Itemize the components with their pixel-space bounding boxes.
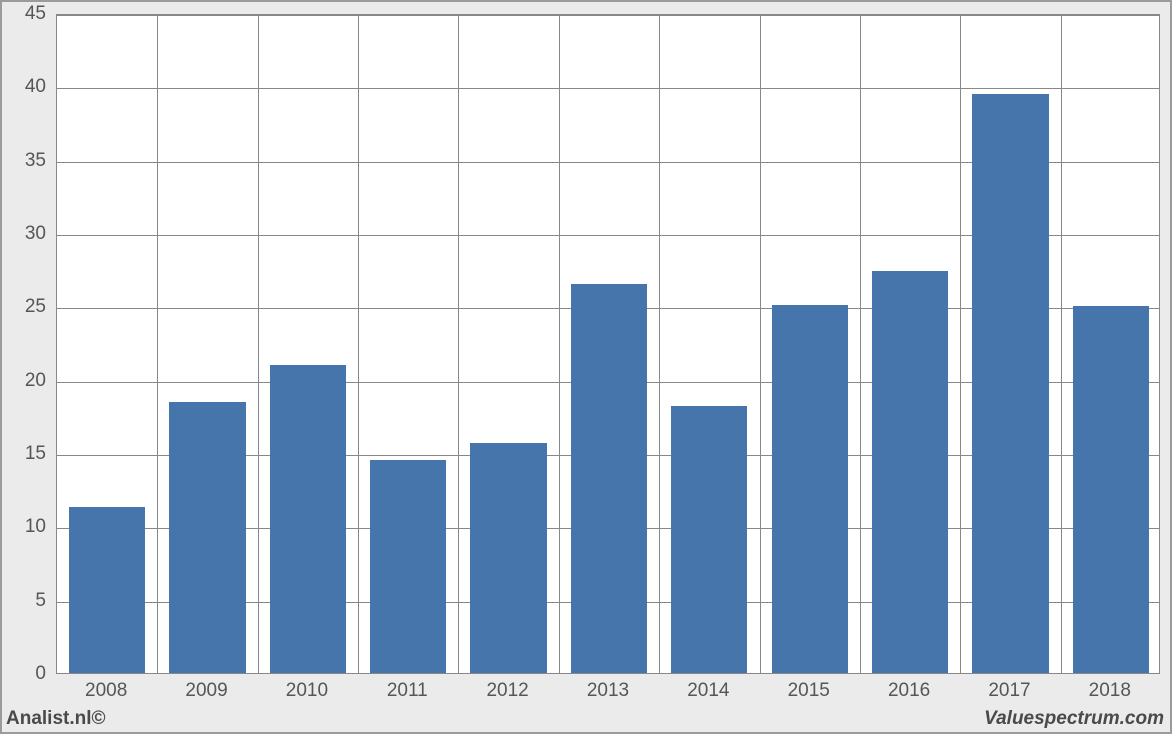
bar — [470, 443, 546, 673]
gridline-vertical — [358, 15, 359, 673]
gridline-vertical — [659, 15, 660, 673]
chart-container: 0 5 10 15 20 25 30 35 40 45 2008 2009 2010 2011 2012 2… — [0, 0, 1172, 734]
gridline-horizontal — [57, 88, 1159, 89]
x-tick-label: 2016 — [888, 680, 930, 702]
x-tick-label: 2017 — [988, 680, 1030, 702]
gridline-vertical — [258, 15, 259, 673]
y-tick-label: 25 — [2, 296, 46, 318]
bar — [972, 94, 1048, 673]
x-tick-label: 2012 — [486, 680, 528, 702]
bar — [772, 305, 848, 673]
y-tick-label: 30 — [2, 223, 46, 245]
x-tick-label: 2011 — [387, 680, 428, 702]
y-tick-label: 15 — [2, 443, 46, 465]
bar — [1073, 306, 1149, 673]
x-tick-label: 2014 — [687, 680, 729, 702]
y-tick-label: 20 — [2, 370, 46, 392]
x-tick-label: 2010 — [286, 680, 328, 702]
x-tick-label: 2009 — [185, 680, 227, 702]
x-tick-label: 2013 — [587, 680, 629, 702]
footer-left-attribution: Analist.nl© — [6, 708, 106, 730]
gridline-vertical — [157, 15, 158, 673]
bar — [169, 402, 245, 673]
bar — [69, 507, 145, 673]
y-tick-label: 45 — [2, 3, 46, 25]
y-tick-label: 10 — [2, 516, 46, 538]
y-tick-label: 40 — [2, 76, 46, 98]
footer-right-attribution: Valuespectrum.com — [984, 708, 1164, 730]
gridline-vertical — [960, 15, 961, 673]
gridline-vertical — [860, 15, 861, 673]
bar — [872, 271, 948, 673]
y-tick-label: 35 — [2, 150, 46, 172]
bar — [571, 284, 647, 673]
bar — [270, 365, 346, 673]
bar — [671, 406, 747, 673]
y-tick-label: 0 — [2, 663, 46, 685]
plot-area — [56, 14, 1160, 674]
x-tick-label: 2015 — [788, 680, 830, 702]
bar — [370, 460, 446, 673]
gridline-horizontal — [57, 15, 1159, 16]
gridline-vertical — [1061, 15, 1062, 673]
x-tick-label: 2018 — [1089, 680, 1131, 702]
y-tick-label: 5 — [2, 590, 46, 612]
x-tick-label: 2008 — [85, 680, 127, 702]
gridline-vertical — [760, 15, 761, 673]
gridline-vertical — [458, 15, 459, 673]
gridline-vertical — [559, 15, 560, 673]
